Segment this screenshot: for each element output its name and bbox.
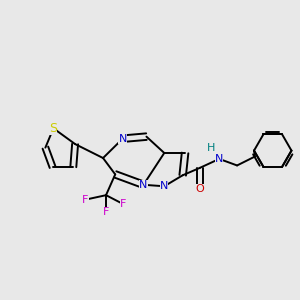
Text: F: F xyxy=(120,199,126,209)
Text: N: N xyxy=(160,181,169,191)
Text: N: N xyxy=(215,154,224,164)
Text: H: H xyxy=(207,142,215,153)
Text: N: N xyxy=(139,180,148,190)
Text: O: O xyxy=(196,184,204,194)
Text: F: F xyxy=(82,195,89,205)
Text: N: N xyxy=(118,134,127,144)
Text: S: S xyxy=(50,122,57,135)
Text: F: F xyxy=(103,206,109,217)
